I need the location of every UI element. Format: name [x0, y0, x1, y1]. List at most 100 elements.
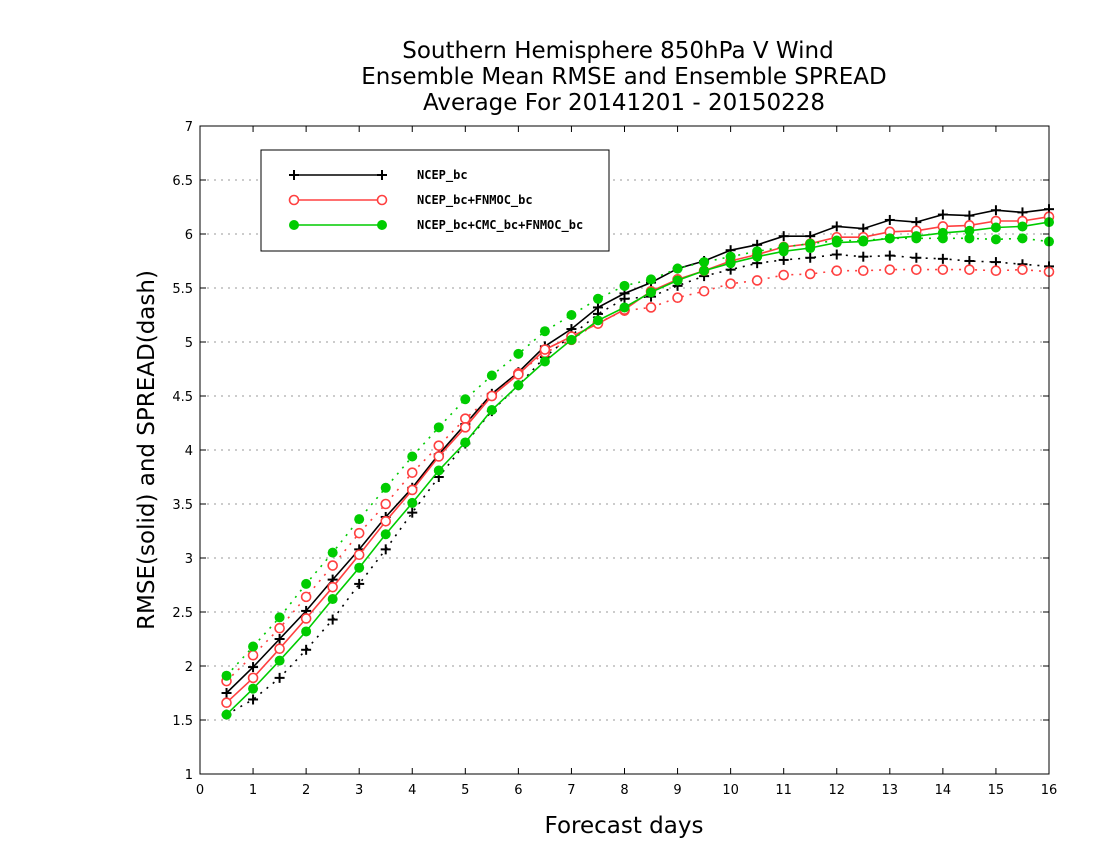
data-point [805, 243, 816, 254]
data-point [353, 527, 365, 539]
data-point [990, 257, 1001, 268]
series-rmse-1 [221, 211, 1055, 709]
data-point [646, 274, 657, 285]
data-point [327, 560, 338, 571]
x-tick-label: 16 [1041, 783, 1058, 798]
series-line [225, 221, 1050, 716]
y-tick-label: 1 [185, 768, 193, 783]
data-point [884, 250, 895, 261]
x-tick-label: 10 [722, 783, 739, 798]
legend: NCEP_bc NCEP_bc+FNMOC_bc NCEP_bc+CMC_bc+FN… [260, 149, 610, 252]
data-point [380, 482, 391, 493]
y-axis-label: RMSE(solid) and SPREAD(dash) [134, 270, 160, 630]
legend-item: NCEP_bc [289, 168, 468, 183]
data-point [1017, 264, 1028, 275]
data-point [513, 369, 524, 380]
data-point [672, 292, 683, 304]
legend-label: NCEP_bc+FNMOC_bc [417, 193, 533, 208]
data-point [990, 234, 1001, 245]
data-point [539, 356, 550, 367]
chart-title-line-3: Average For 20141201 - 20150228 [423, 90, 825, 116]
data-point [380, 544, 391, 555]
data-point [672, 275, 683, 286]
data-point [327, 581, 338, 593]
data-point [990, 205, 1001, 216]
data-point [221, 688, 232, 698]
legend-label: NCEP_bc [417, 168, 468, 183]
data-point [248, 694, 259, 705]
x-tick-label: 8 [620, 783, 628, 798]
y-tick-label: 6 [185, 228, 193, 243]
data-point [831, 221, 842, 232]
x-tick-label: 13 [882, 783, 899, 798]
y-tick-label: 7 [185, 120, 193, 135]
data-point [964, 210, 975, 221]
data-point [380, 529, 391, 540]
data-point [513, 348, 524, 359]
data-point [289, 170, 299, 180]
data-point [221, 709, 232, 720]
data-point [353, 549, 365, 561]
data-point [990, 265, 1002, 277]
data-point [646, 287, 657, 298]
x-tick-label: 11 [775, 783, 792, 798]
data-point [831, 265, 843, 277]
y-tick-label: 4 [185, 444, 193, 459]
data-point [301, 644, 312, 655]
series-line [225, 268, 1050, 682]
legend-item: NCEP_bc+CMC_bc+FNMOC_bc [289, 218, 583, 233]
data-point [433, 422, 444, 433]
data-point [248, 641, 259, 652]
data-point [911, 217, 922, 228]
data-point [566, 334, 577, 345]
data-point [380, 498, 392, 510]
data-point [857, 265, 869, 277]
data-point [884, 214, 895, 225]
series-spread-1 [221, 264, 1055, 687]
data-point [274, 643, 285, 655]
data-point [911, 252, 922, 263]
data-point [300, 613, 312, 624]
x-axis-label: Forecast days [545, 813, 704, 839]
data-point [539, 326, 550, 337]
x-tick-label: 2 [302, 783, 310, 798]
data-point [592, 293, 603, 304]
chart-title-line-1: Southern Hemisphere 850hPa V Wind [402, 38, 833, 64]
data-point [778, 231, 789, 242]
x-tick-label: 4 [408, 783, 416, 798]
data-point [990, 222, 1001, 233]
data-point [937, 264, 949, 275]
data-point [221, 670, 232, 681]
data-point [274, 634, 285, 644]
data-point [327, 547, 338, 558]
series-layer [221, 204, 1055, 720]
x-tick-label: 0 [196, 783, 204, 798]
legend-label: NCEP_bc+CMC_bc+FNMOC_bc [417, 218, 583, 233]
series-line [225, 215, 1050, 704]
data-point [354, 562, 365, 573]
y-tick-label: 6.5 [172, 174, 193, 189]
data-point [937, 227, 948, 238]
data-point [406, 467, 418, 478]
data-point [831, 237, 842, 248]
y-tick-label: 4.5 [172, 390, 193, 405]
y-tick-label: 2 [185, 660, 193, 675]
data-point [778, 246, 789, 257]
data-point [751, 275, 763, 286]
y-tick-label: 5.5 [172, 282, 193, 297]
data-point [804, 268, 816, 280]
data-point [289, 220, 299, 230]
data-point [486, 390, 498, 402]
data-point [460, 422, 471, 433]
y-tick-label: 3 [185, 552, 193, 567]
data-point [406, 484, 418, 496]
data-point [752, 251, 763, 262]
x-tick-label: 5 [461, 783, 469, 798]
data-point [247, 672, 259, 684]
data-point [858, 223, 869, 234]
data-point [964, 225, 975, 236]
data-point [301, 626, 312, 637]
y-tick-label: 5 [185, 336, 193, 351]
data-point [407, 497, 418, 508]
